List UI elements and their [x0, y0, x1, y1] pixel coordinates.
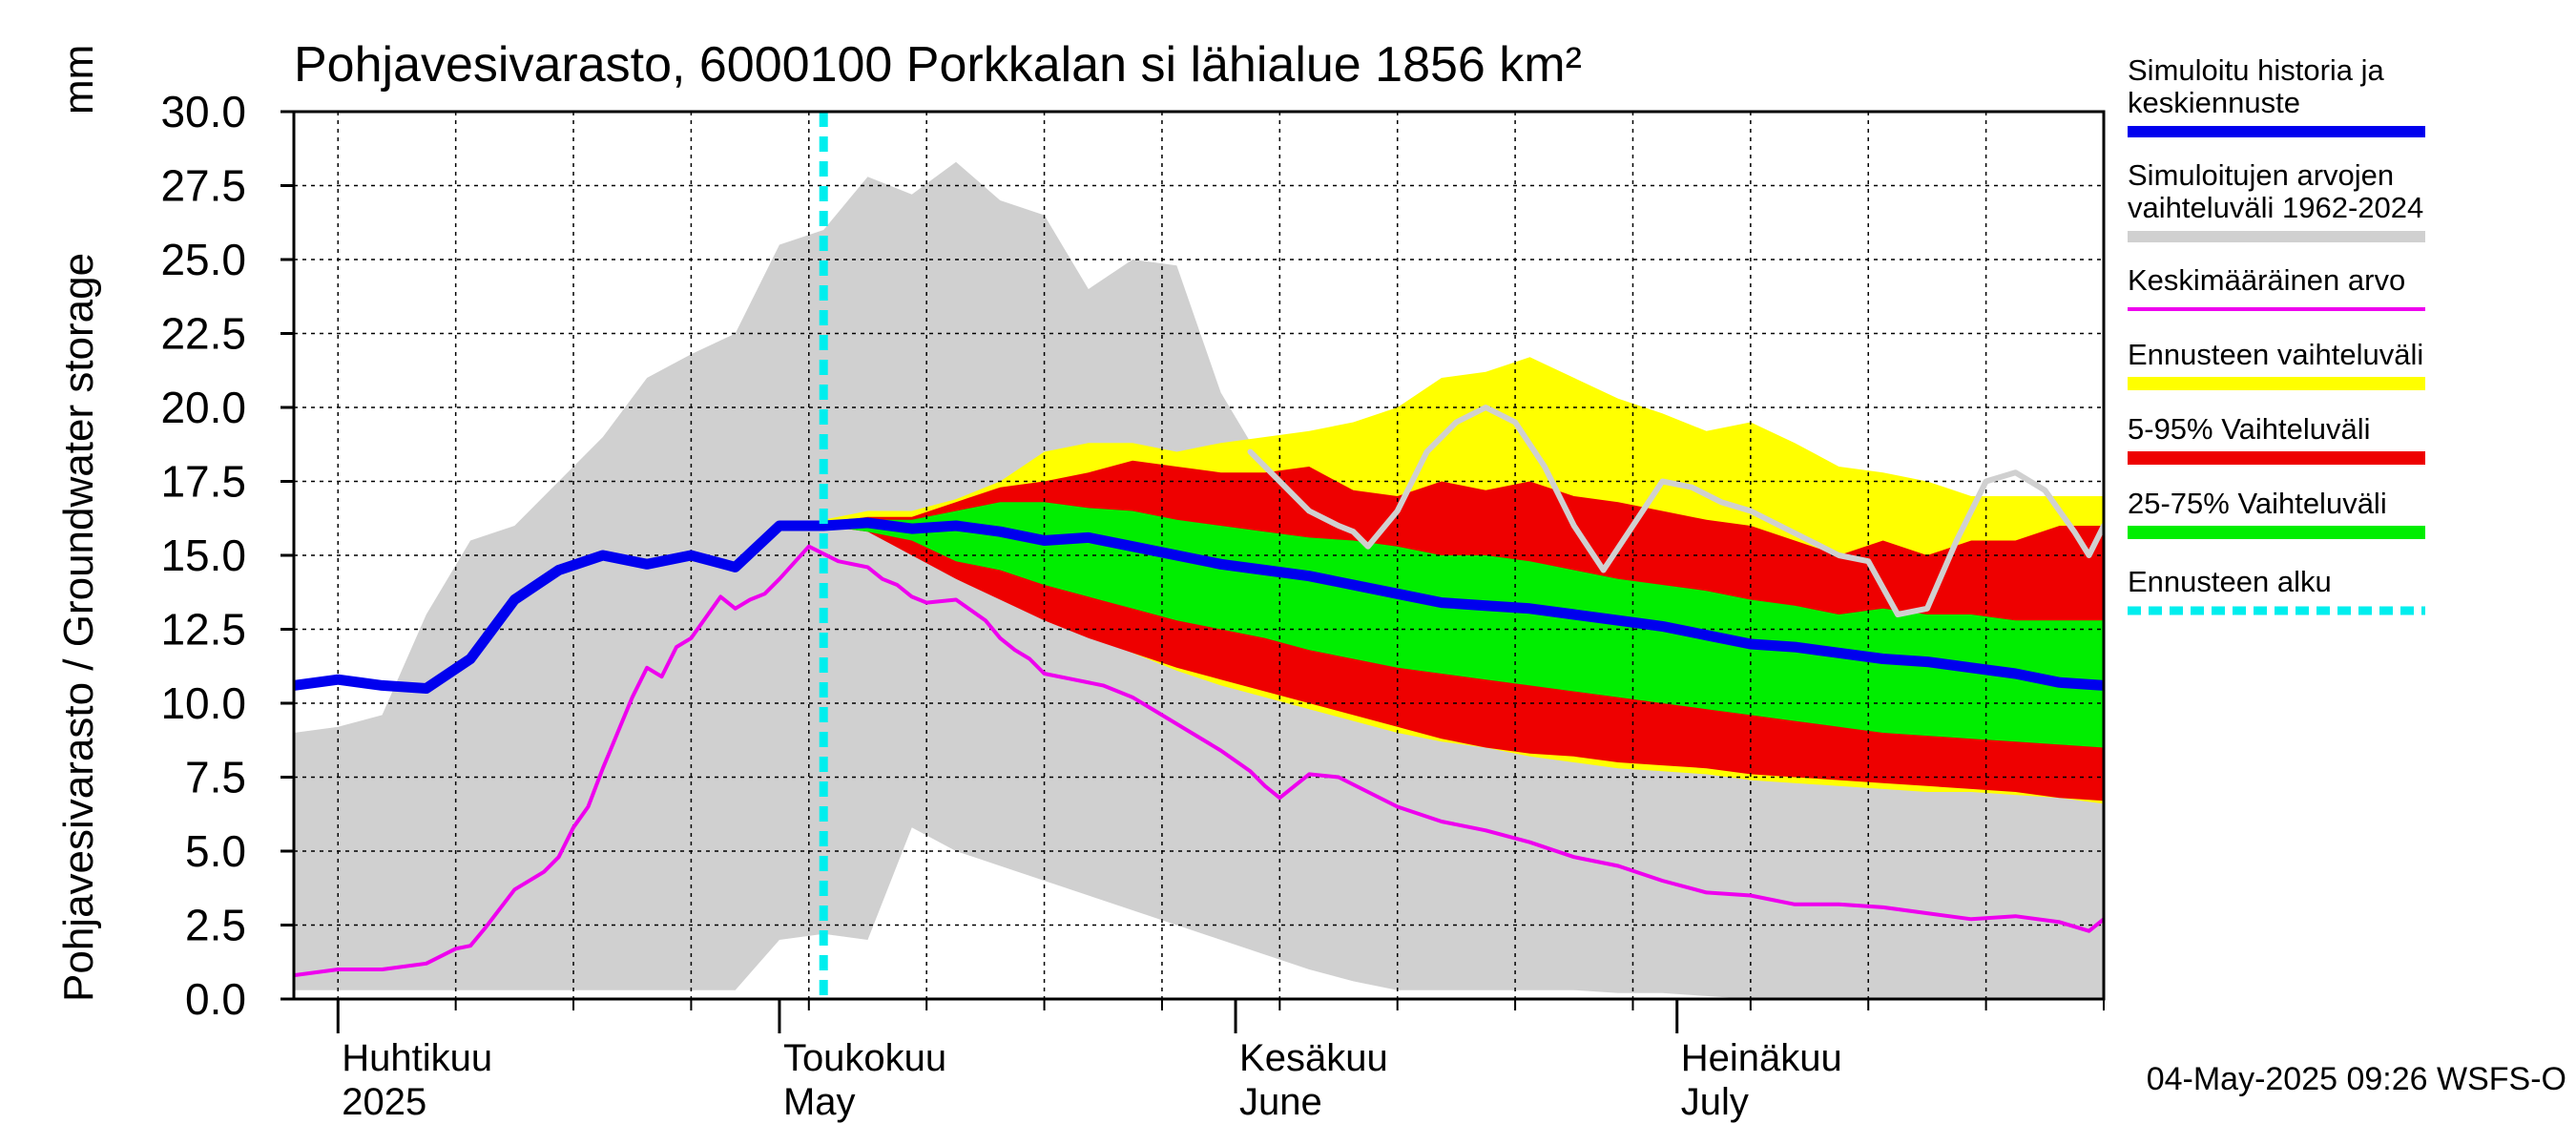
- month-label-fi: Heinäkuu: [1681, 1037, 1842, 1079]
- y-tick-label: 27.5: [160, 161, 246, 211]
- legend-label: Ennusteen alku: [2128, 565, 2332, 598]
- y-tick-label: 15.0: [160, 531, 246, 580]
- legend-label: vaihteluväli 1962-2024: [2128, 191, 2423, 224]
- y-tick-label: 12.5: [160, 605, 246, 655]
- y-tick-label: 5.0: [185, 826, 246, 876]
- legend-label: keskiennuste: [2128, 86, 2300, 119]
- y-axis-unit: mm: [55, 45, 102, 114]
- line-upper-trace: [1247, 405, 2104, 617]
- legend-label: 5-95% Vaihteluväli: [2128, 412, 2370, 446]
- legend-label: 25-75% Vaihteluväli: [2128, 487, 2387, 520]
- month-label-en: 2025: [342, 1081, 426, 1123]
- y-tick-label: 2.5: [185, 901, 246, 950]
- y-tick-label: 7.5: [185, 753, 246, 802]
- y-tick-label: 10.0: [160, 678, 246, 728]
- timestamp: 04-May-2025 09:26 WSFS-O: [2147, 1061, 2566, 1097]
- y-tick-label: 25.0: [160, 235, 246, 284]
- legend-label: Simuloitu historia ja: [2128, 53, 2385, 87]
- grid-lines: [294, 112, 2104, 999]
- legend-label: Ennusteen vaihteluväli: [2128, 338, 2423, 371]
- plot-lines: [294, 112, 2104, 999]
- line-keskim-r-inen-arvo: [294, 544, 2104, 978]
- y-tick-label: 30.0: [160, 87, 246, 136]
- legend-label: Simuloitujen arvojen: [2128, 158, 2394, 192]
- band-range_25_75: [823, 502, 2104, 748]
- month-label-fi: Huhtikuu: [342, 1037, 492, 1079]
- month-label-en: May: [783, 1081, 856, 1123]
- month-label-en: June: [1239, 1081, 1322, 1123]
- y-tick-label: 0.0: [185, 974, 246, 1024]
- y-tick-label: 17.5: [160, 457, 246, 507]
- month-label-fi: Kesäkuu: [1239, 1037, 1388, 1079]
- y-tick-label: 20.0: [160, 383, 246, 432]
- legend-label: Keskimääräinen arvo: [2128, 263, 2405, 297]
- month-label-en: July: [1681, 1081, 1749, 1123]
- y-ticks: 0.0 2.5 5.0 7.5 10.0 12.5 15.0 17.5 20.0 22.5 25.0…: [160, 87, 294, 1024]
- line-simuloitu-historia-ja-keskiennuste: [294, 517, 2104, 694]
- y-tick-label: 22.5: [160, 309, 246, 359]
- month-label-fi: Toukokuu: [783, 1037, 946, 1079]
- chart-title: Pohjavesivarasto, 6000100 Porkkalan si l…: [294, 37, 1582, 93]
- y-axis-label: Pohjavesivarasto / Groundwater storage: [55, 253, 102, 1002]
